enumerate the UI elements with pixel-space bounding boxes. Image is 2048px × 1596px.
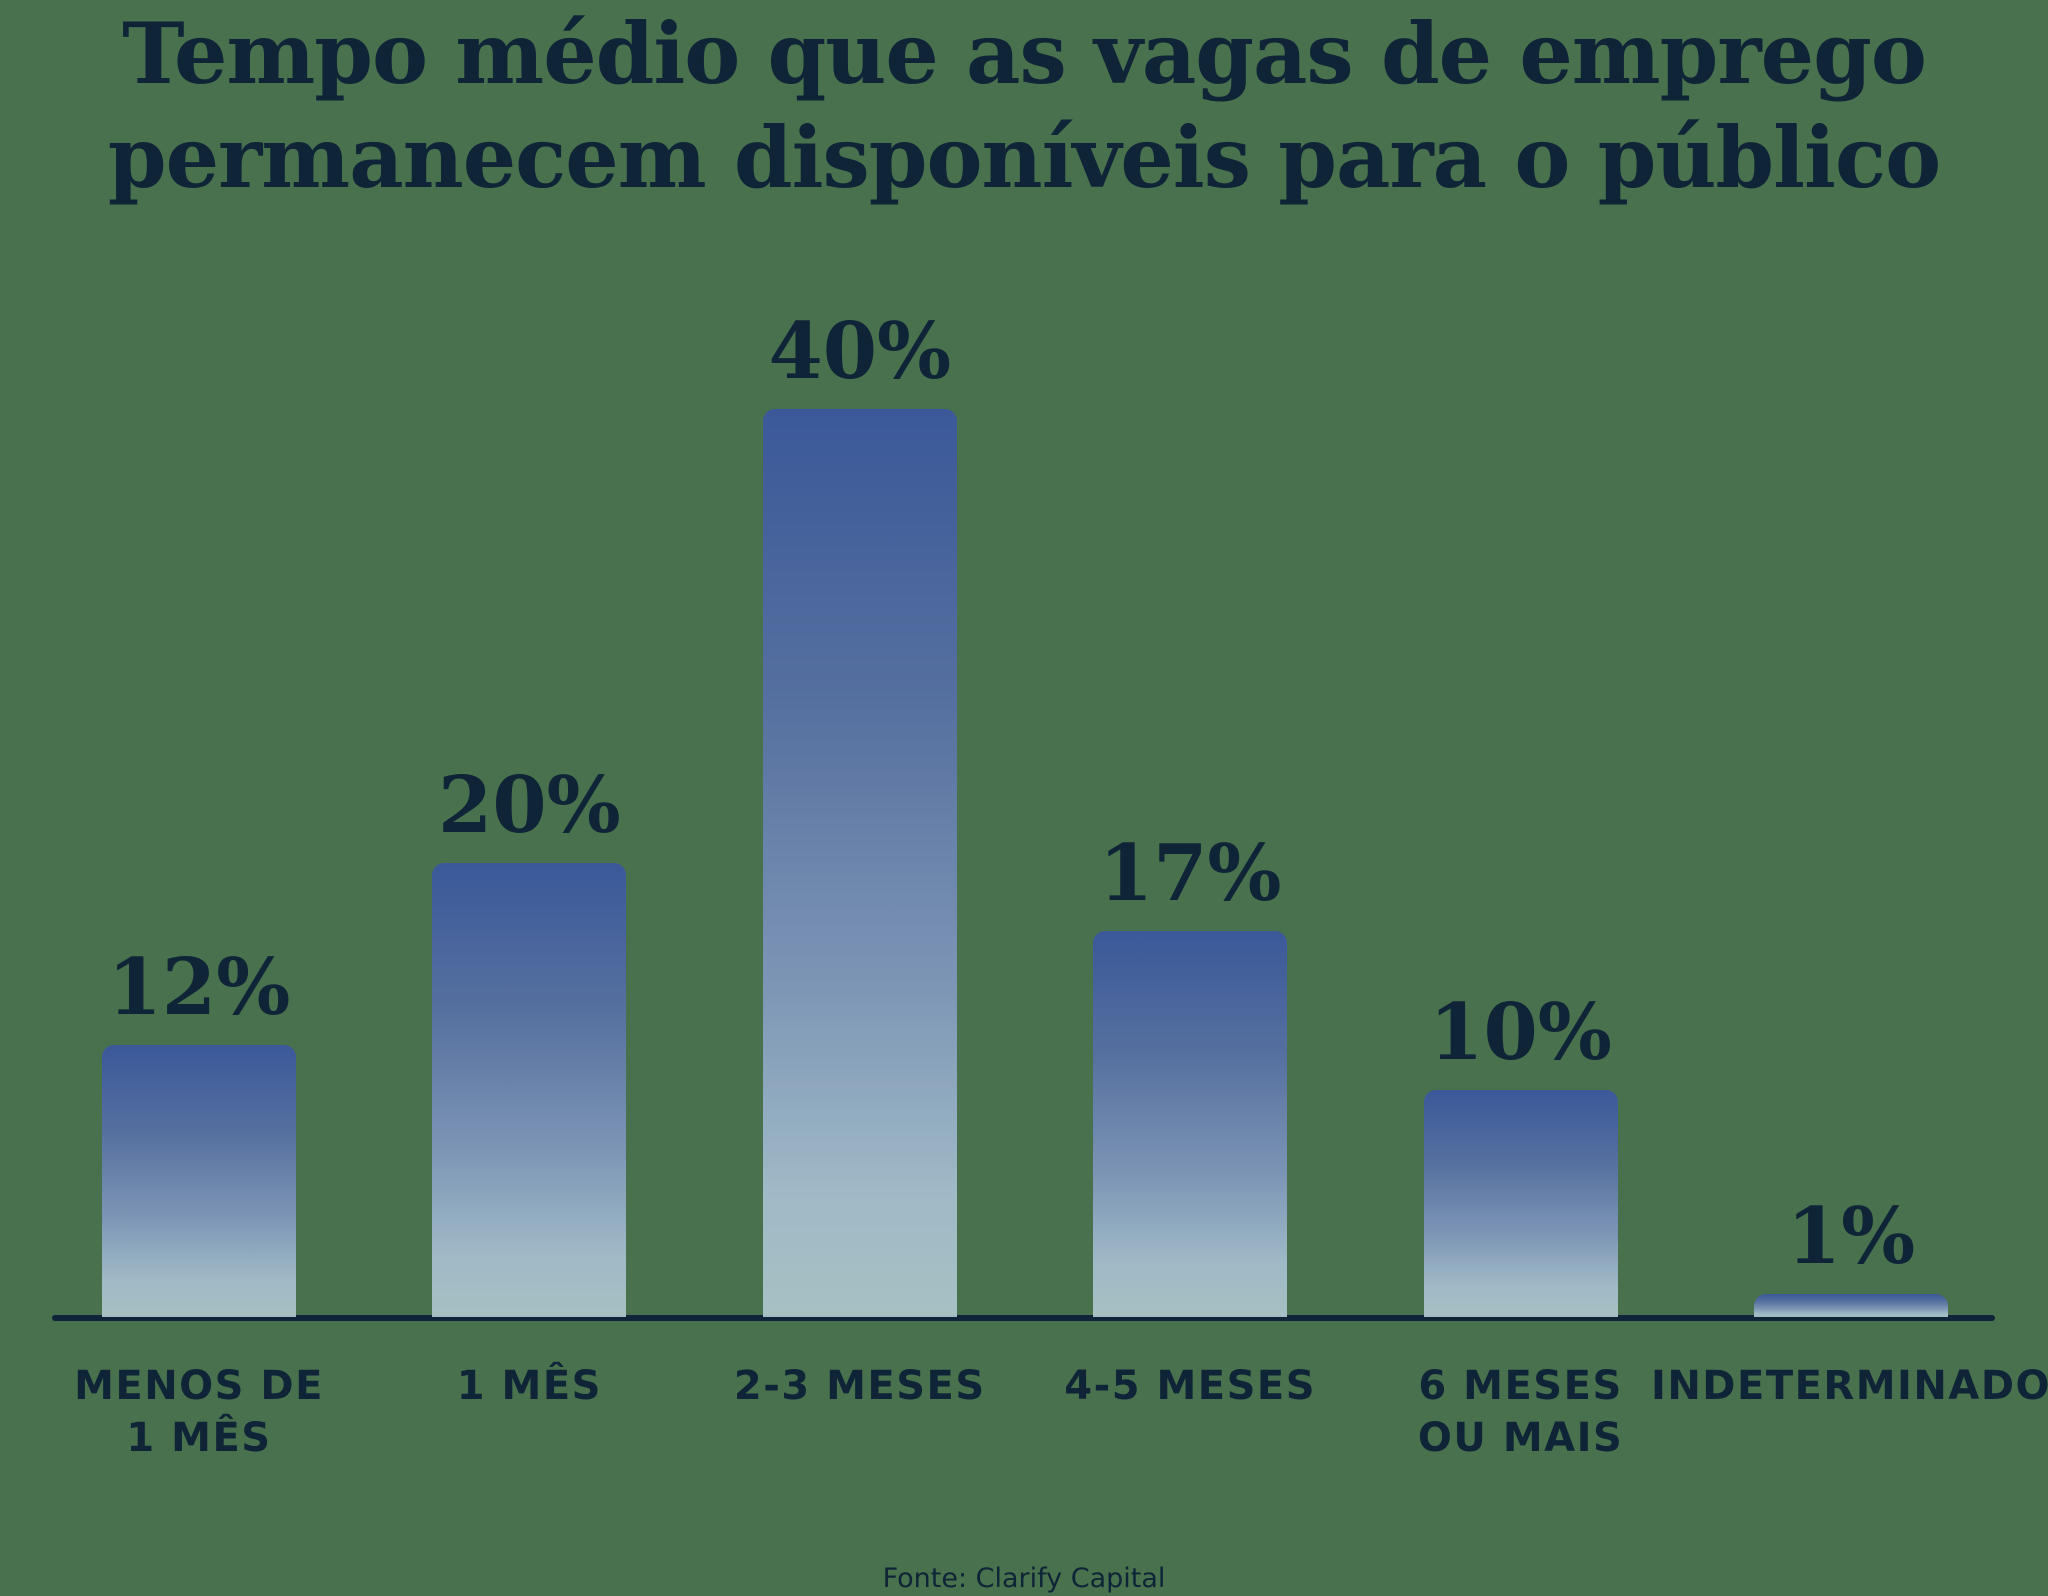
bar-category-label: INDETERMINADO [1650, 1363, 2048, 1409]
bar [1093, 931, 1288, 1317]
bar-category-label: 2-3 MESES [733, 1363, 986, 1409]
x-axis-line [52, 1315, 1995, 1321]
bar-group: 20% 1 MÊS [364, 760, 694, 1409]
bar-category-label: 1 MÊS [456, 1363, 602, 1409]
bar-value-label: 10% [1429, 987, 1612, 1078]
chart-title-line-1: Tempo médio que as vagas de emprego [122, 4, 1927, 103]
bar-value-label: 1% [1786, 1191, 1916, 1282]
bar-group: 40% 2-3 MESES [695, 306, 1025, 1410]
bar-value-label: 20% [438, 760, 621, 851]
bar-category-label: MENOS DE 1 MÊS [74, 1363, 324, 1461]
bar-group: 1% INDETERMINADO [1651, 1191, 2048, 1410]
bar-group: 12% MENOS DE 1 MÊS [34, 942, 364, 1462]
bar-category-label: 6 MESES OU MAIS [1417, 1363, 1624, 1461]
bar-group: 17% 4-5 MESES [1025, 828, 1355, 1410]
bar [762, 409, 957, 1317]
bar [1754, 1294, 1948, 1317]
source-caption: Fonte: Clarify Capital [882, 1563, 1166, 1594]
chart-title: Tempo médio que as vagas de emprego perma… [0, 0, 2048, 210]
bar-value-label: 40% [768, 306, 952, 397]
bar-group: 10% 6 MESES OU MAIS [1356, 987, 1686, 1462]
bar-category-label: 4-5 MESES [1064, 1363, 1317, 1409]
bar-value-label: 12% [107, 942, 291, 1033]
bar [102, 1045, 296, 1317]
chart-title-line-2: permanecem disponíveis para o público [107, 108, 1941, 207]
bar-value-label: 17% [1098, 828, 1282, 919]
bar [432, 863, 627, 1317]
bar [1423, 1090, 1618, 1317]
